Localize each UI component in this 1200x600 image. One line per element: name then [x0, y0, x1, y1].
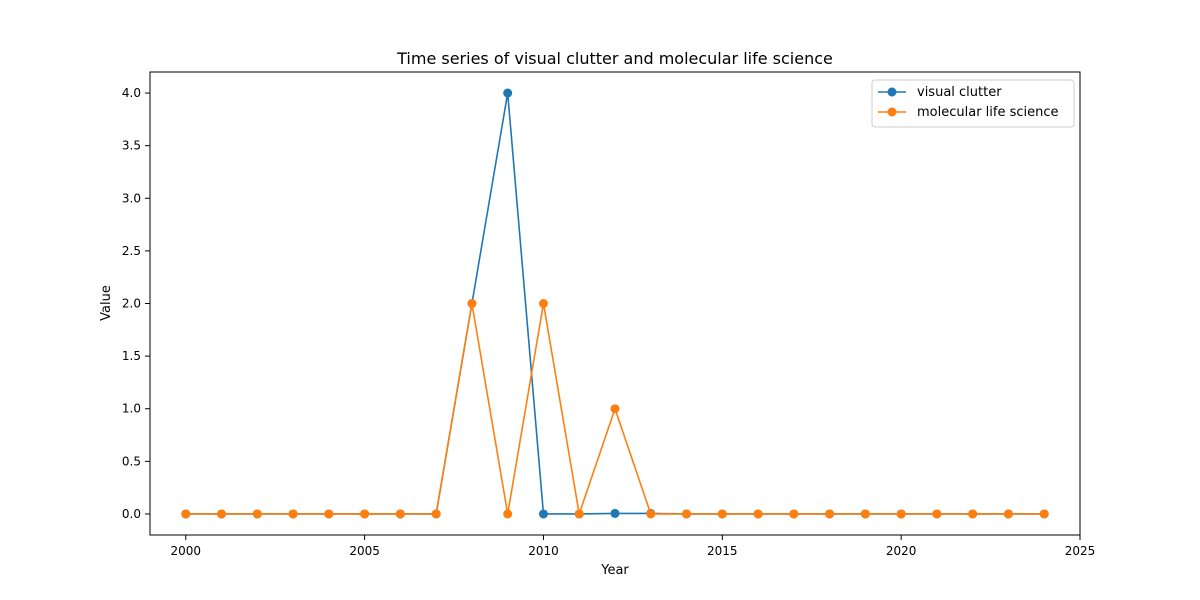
y-tick-label: 2.5 [122, 244, 141, 258]
series-2-point [968, 509, 978, 519]
series-2-point [896, 509, 906, 519]
x-axis-label: Year [600, 563, 629, 578]
series-2-point [717, 509, 727, 519]
series-2-point [646, 509, 656, 519]
y-tick-label: 3.0 [122, 191, 141, 205]
x-tick-label: 2000 [170, 544, 201, 558]
legend: visual clutter molecular life science [871, 79, 1075, 128]
series-2-point [1039, 509, 1049, 519]
series-2-point [538, 299, 548, 308]
series-2-point [610, 404, 620, 414]
y-tick-label: 0.5 [122, 454, 141, 468]
series-2-point [753, 509, 763, 519]
axes-frame [149, 71, 1081, 536]
series-1-point [503, 88, 513, 98]
legend-swatch-marker [887, 87, 897, 97]
series-line-1 [185, 92, 1045, 515]
legend-label: visual clutter [917, 85, 1002, 100]
series-2-point [431, 509, 441, 519]
series-2-point [1003, 509, 1013, 519]
legend-box [871, 79, 1075, 128]
chart-title: Time series of visual clutter and molecu… [396, 49, 833, 68]
series-2-point [574, 509, 584, 519]
series-2-point [860, 509, 870, 519]
series-2-point [789, 509, 799, 519]
series-2-point [503, 509, 513, 519]
x-tick-label: 2005 [349, 544, 380, 558]
series-2-point [288, 509, 298, 519]
series-2-point [467, 299, 477, 308]
series-2-point [217, 509, 227, 519]
x-tick-label: 2025 [1065, 544, 1096, 558]
legend-swatch-marker [887, 107, 897, 117]
plot-area [181, 88, 1049, 519]
y-tick-label: 1.5 [122, 349, 141, 363]
x-tick-label: 2020 [886, 544, 917, 558]
y-tick-label: 1.0 [122, 402, 141, 416]
axes: 2000 2005 2010 2015 2020 2025 0.0 0.5 1.0 1.5 2.0 2… [122, 71, 1096, 558]
series-2-point [395, 509, 405, 519]
y-tick-label: 2.0 [122, 297, 141, 311]
series-2-point [825, 509, 835, 519]
y-axis-label: Value [99, 285, 114, 321]
series-2-point [682, 509, 692, 519]
series-2-point [360, 509, 370, 519]
legend-label: molecular life science [917, 105, 1059, 120]
y-tick-label: 4.0 [122, 86, 141, 100]
series-2-point [181, 509, 191, 519]
series-2-point [324, 509, 334, 519]
series-1-point [610, 508, 620, 518]
y-tick-label: 3.5 [122, 139, 141, 153]
series-2-point [252, 509, 262, 519]
y-tick-label: 0.0 [122, 507, 141, 521]
series-1-point [538, 509, 548, 519]
x-tick-label: 2015 [707, 544, 738, 558]
x-tick-label: 2010 [528, 544, 559, 558]
series-2-point [932, 509, 942, 519]
